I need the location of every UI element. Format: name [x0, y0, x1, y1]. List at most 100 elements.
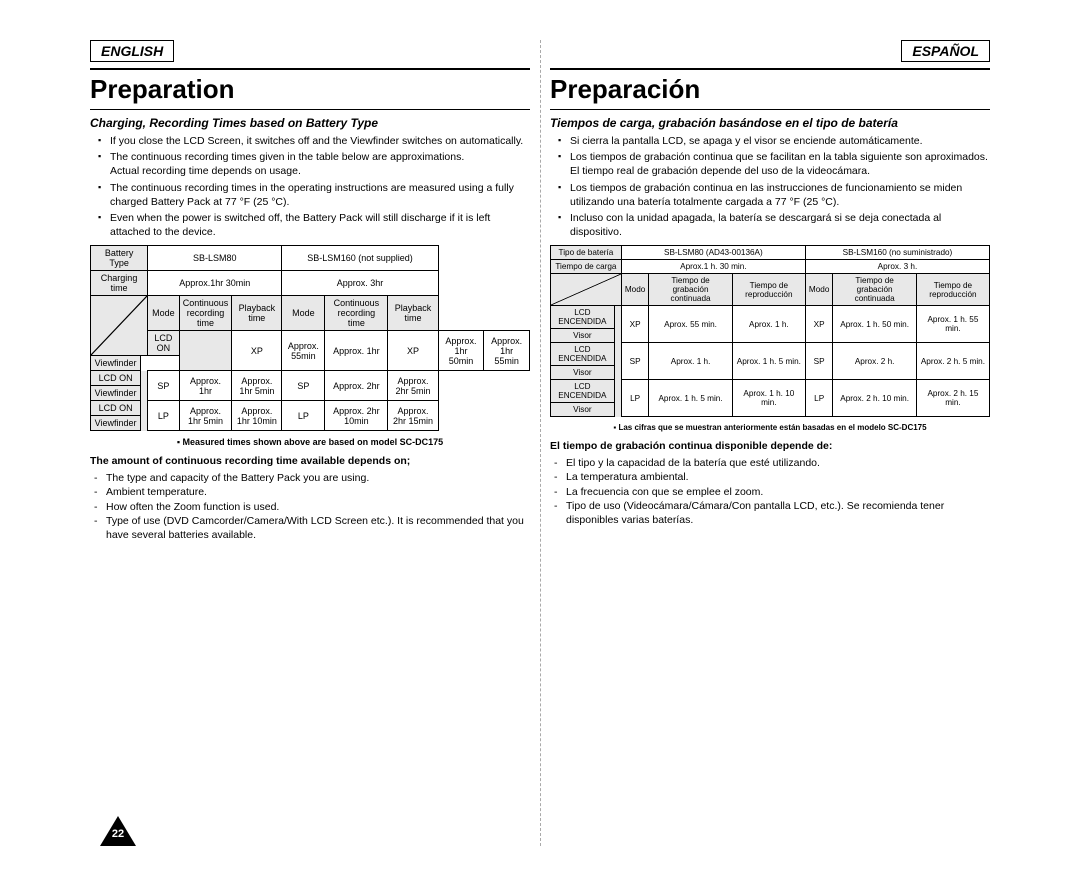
td-mode: SP [282, 371, 325, 401]
td-charge2: Approx. 3hr [282, 271, 438, 296]
title-spanish: Preparación [550, 74, 990, 105]
depends-item: Ambient temperature. [90, 485, 530, 499]
th-mode: Mode [282, 296, 325, 331]
note-item: Los tiempos de grabación continua en las… [550, 181, 990, 209]
th-mode: Modo [621, 274, 648, 306]
row-vf: Viewfinder [91, 386, 141, 401]
td-mode: SP [805, 343, 832, 380]
divider [90, 109, 530, 110]
depends-item: Type of use (DVD Camcorder/Camera/With L… [90, 514, 530, 542]
lang-label-english: ENGLISH [90, 40, 174, 62]
row-lcd: LCD ENCENDIDA [551, 380, 615, 403]
td-charge1: Approx.1hr 30min [148, 271, 282, 296]
subtitle-spanish: Tiempos de carga, grabación basándose en… [550, 116, 990, 130]
th-rec: Tiempo de grabación continuada [833, 274, 916, 306]
depends-item: El tipo y la capacidad de la batería que… [550, 456, 990, 470]
note-item: If you close the LCD Screen, it switches… [90, 134, 530, 148]
note-item: Los tiempos de grabación continua que se… [550, 150, 990, 178]
td-val: Approx. 1hr 55min [484, 331, 530, 371]
th-mode: Modo [805, 274, 832, 306]
td-val: Aprox. 1 h. 5 min. [732, 343, 805, 380]
row-lcd: LCD ENCENDIDA [551, 306, 615, 329]
td-mode: XP [232, 331, 282, 371]
td-val: Aprox. 1 h. 10 min. [732, 380, 805, 417]
td-val: Approx. 2hr 10min [325, 401, 388, 431]
td-val: Aprox. 2 h. 5 min. [916, 343, 989, 380]
td-val: Aprox. 2 h. 15 min. [916, 380, 989, 417]
td-val: Aprox. 2 h. [833, 343, 916, 380]
row-vf: Visor [551, 329, 615, 343]
td-val: Aprox. 2 h. 10 min. [833, 380, 916, 417]
page-number-badge: 22 [100, 816, 136, 846]
th-play: Playback time [388, 296, 438, 331]
td-mode: LP [621, 380, 648, 417]
th-charging: Tiempo de carga [551, 260, 622, 274]
th-battery-type: Tipo de batería [551, 246, 622, 260]
td-val: Aprox. 1 h. 55 min. [916, 306, 989, 343]
row-vf: Visor [551, 403, 615, 417]
td-val: Approx. 1hr [179, 371, 232, 401]
td-val: Approx. 1hr 5min [179, 401, 232, 431]
th-mode: Mode [148, 296, 180, 331]
depends-list-english: The type and capacity of the Battery Pac… [90, 471, 530, 542]
row-vf: Viewfinder [91, 356, 141, 371]
battery-table-english: Battery Type SB-LSM80 SB-LSM160 (not sup… [90, 245, 530, 431]
row-vf: Visor [551, 366, 615, 380]
divider [550, 109, 990, 110]
td-charge1: Aprox.1 h. 30 min. [621, 260, 805, 274]
th-rec: Tiempo de grabación continuada [649, 274, 732, 306]
footnote-english: ▪ Measured times shown above are based o… [90, 437, 530, 447]
th-battery2: SB-LSM160 (not supplied) [282, 246, 438, 271]
lang-label-spanish: ESPAÑOL [901, 40, 990, 62]
row-lcd: LCD ON [148, 331, 180, 356]
note-item: The continuous recording times given in … [90, 150, 530, 178]
depends-title-english: The amount of continuous recording time … [90, 455, 530, 467]
diag-cell [91, 296, 148, 356]
divider [90, 68, 530, 70]
td-val: Approx. 2hr 5min [388, 371, 438, 401]
th-battery-type: Battery Type [91, 246, 148, 271]
td-val: Approx. 1hr [325, 331, 388, 371]
td-mode: LP [148, 401, 180, 431]
english-column: ENGLISH Preparation Charging, Recording … [90, 40, 530, 544]
depends-item: How often the Zoom function is used. [90, 500, 530, 514]
row-lcd: LCD ON [91, 401, 141, 416]
battery-table-spanish: Tipo de batería SB-LSM80 (AD43-00136A) S… [550, 245, 990, 417]
th-rec: Continuous recording time [325, 296, 388, 331]
note-item: Even when the power is switched off, the… [90, 211, 530, 239]
note-item: Incluso con la unidad apagada, la baterí… [550, 211, 990, 239]
td-val: Approx. 55min [282, 331, 325, 371]
td-val: Aprox. 1 h. 5 min. [649, 380, 732, 417]
th-battery2: SB-LSM160 (no suministrado) [805, 246, 989, 260]
title-english: Preparation [90, 74, 530, 105]
td-mode: XP [388, 331, 438, 371]
depends-item: Tipo de uso (Videocámara/Cámara/Con pant… [550, 499, 990, 527]
row-vf: Viewfinder [91, 416, 141, 431]
td-mode: LP [805, 380, 832, 417]
divider [550, 68, 990, 70]
depends-item: La temperatura ambiental. [550, 470, 990, 484]
subtitle-english: Charging, Recording Times based on Batte… [90, 116, 530, 130]
th-battery1: SB-LSM80 [148, 246, 282, 271]
diag-cell [551, 274, 622, 306]
th-play: Tiempo de reproducción [916, 274, 989, 306]
row-lcd: LCD ENCENDIDA [551, 343, 615, 366]
note-item: Si cierra la pantalla LCD, se apaga y el… [550, 134, 990, 148]
td-mode: XP [805, 306, 832, 343]
td-mode: XP [621, 306, 648, 343]
th-charging: Charging time [91, 271, 148, 296]
row-lcd: LCD ON [91, 371, 141, 386]
th-battery1: SB-LSM80 (AD43-00136A) [621, 246, 805, 260]
td-val: Approx. 1hr 50min [438, 331, 484, 371]
column-divider [540, 40, 541, 846]
td-val: Approx. 1hr 5min [232, 371, 282, 401]
depends-item: La frecuencia con que se emplee el zoom. [550, 485, 990, 499]
td-charge2: Aprox. 3 h. [805, 260, 989, 274]
td-val: Aprox. 1 h. [732, 306, 805, 343]
td-val: Approx. 2hr [325, 371, 388, 401]
page-number: 22 [108, 828, 128, 840]
depends-title-spanish: El tiempo de grabación continua disponib… [550, 440, 990, 452]
th-play: Playback time [232, 296, 282, 331]
notes-english: If you close the LCD Screen, it switches… [90, 134, 530, 239]
td-val: Aprox. 1 h. 50 min. [833, 306, 916, 343]
